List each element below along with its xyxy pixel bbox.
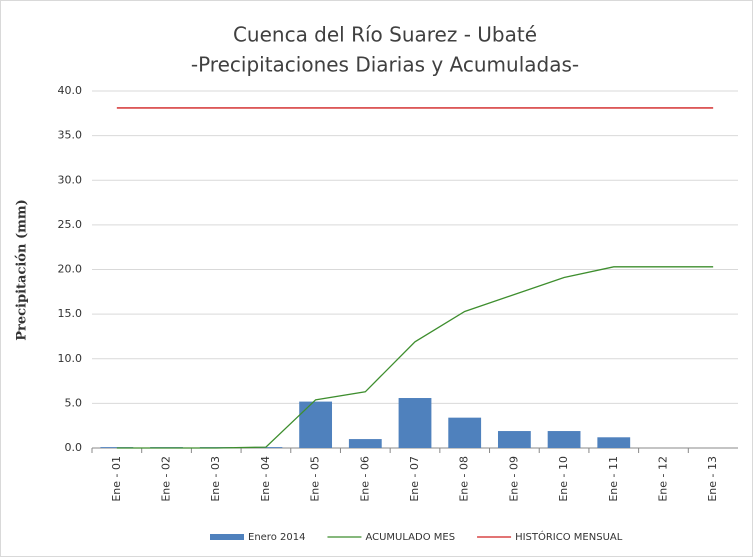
legend-label: HISTÓRICO MENSUAL: [515, 530, 623, 543]
bar: [448, 417, 482, 448]
x-tick-label: Ene - 11: [607, 456, 620, 502]
y-tick-label: 0.0: [65, 441, 83, 454]
x-tick-label: Ene - 07: [408, 456, 421, 502]
y-tick-label: 20.0: [58, 263, 83, 276]
legend-label: ACUMULADO MES: [365, 532, 455, 543]
legend-swatch: [210, 534, 244, 540]
x-tick-label: Ene - 02: [160, 456, 173, 502]
bar: [547, 431, 581, 448]
y-axis-label: Precipitación (mm): [15, 199, 30, 341]
bar: [398, 398, 432, 448]
x-tick-label: Ene - 13: [706, 456, 719, 502]
legend-label: Enero 2014: [248, 532, 305, 543]
line: [116, 266, 714, 449]
y-tick-label: 15.0: [58, 307, 83, 320]
x-tick-label: Ene - 12: [656, 456, 669, 502]
y-tick-label: 30.0: [58, 173, 83, 186]
x-tick-label: Ene - 04: [259, 456, 272, 502]
x-tick-label: Ene - 05: [309, 456, 322, 502]
bar: [299, 401, 333, 448]
y-tick-label: 35.0: [58, 129, 83, 142]
y-tick-label: 40.0: [58, 84, 83, 97]
x-tick-label: Ene - 08: [458, 456, 471, 502]
y-tick-label: 25.0: [58, 218, 83, 231]
bar: [348, 439, 382, 448]
x-tick-label: Ene - 06: [358, 456, 371, 502]
bar: [497, 431, 531, 448]
x-tick-label: Ene - 01: [110, 456, 123, 502]
chart-title: Cuenca del Río Suarez - Ubaté: [233, 23, 537, 47]
x-tick-label: Ene - 03: [209, 456, 222, 502]
chart-subtitle: -Precipitaciones Diarias y Acumuladas-: [191, 53, 579, 77]
y-tick-label: 5.0: [65, 396, 83, 409]
y-tick-label: 10.0: [58, 352, 83, 365]
bar: [597, 437, 631, 448]
x-tick-label: Ene - 09: [507, 456, 520, 502]
x-tick-label: Ene - 10: [557, 456, 570, 502]
